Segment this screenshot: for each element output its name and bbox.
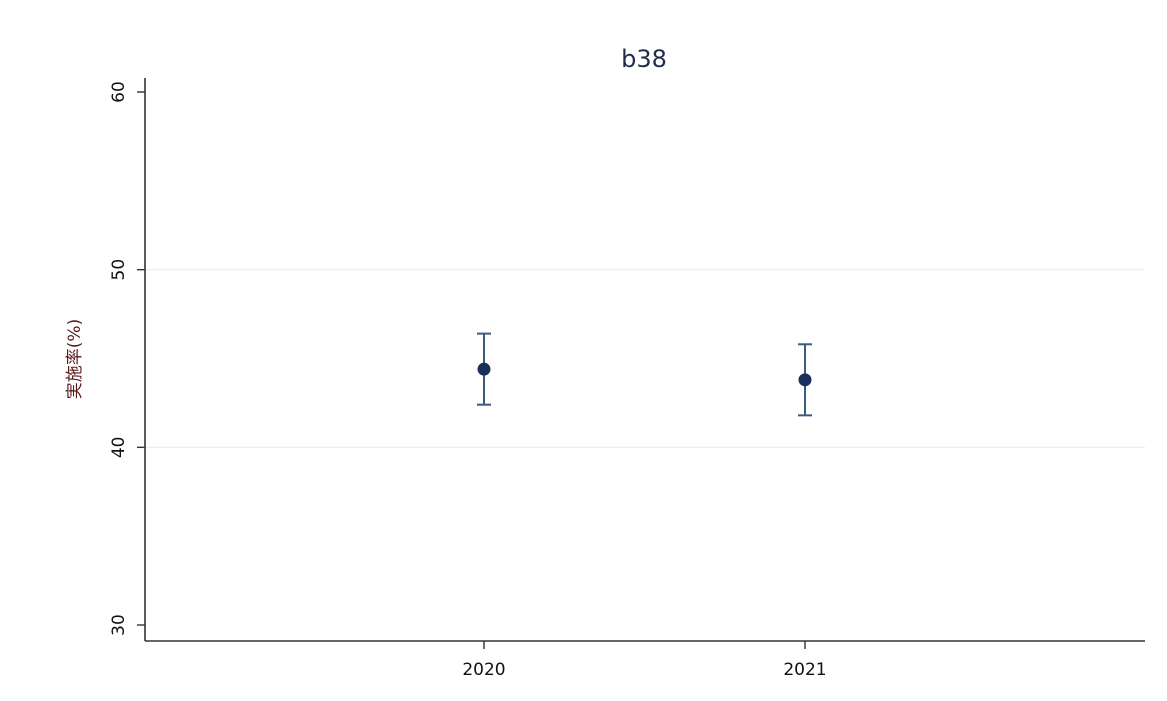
- x-tick-label: 2021: [783, 660, 826, 680]
- tick-layer: 30 40 50 60 2020 2021: [109, 81, 827, 680]
- chart-title: b38: [621, 45, 667, 73]
- y-axis-label: 実施率(%): [65, 319, 85, 399]
- y-tick-label: 30: [109, 614, 129, 636]
- x-tick-label: 2020: [462, 660, 505, 680]
- y-tick-label: 50: [109, 259, 129, 281]
- grid-layer: [146, 269, 1145, 448]
- y-tick-label: 40: [109, 437, 129, 459]
- axis-layer: [144, 78, 1145, 642]
- y-tick-label: 60: [109, 81, 129, 103]
- data-point: [798, 373, 812, 387]
- data-layer: [477, 332, 812, 417]
- data-point: [477, 362, 491, 376]
